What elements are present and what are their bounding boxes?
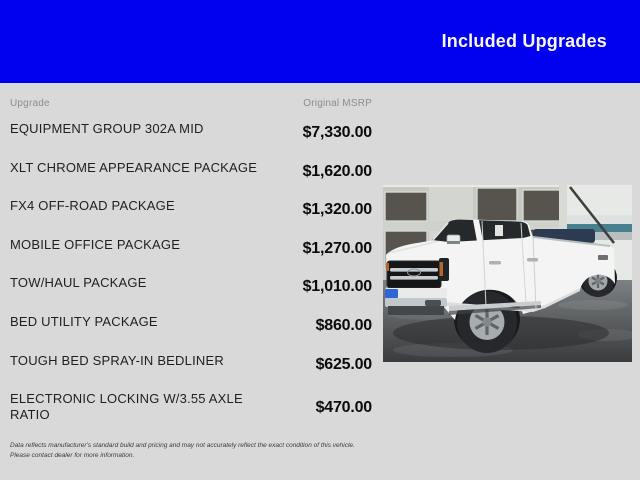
table-header-row: Upgrade Original MSRP (10, 98, 372, 109)
header-bar: Included Upgrades (0, 0, 640, 83)
table-row: MOBILE OFFICE PACKAGE $1,270.00 (10, 237, 372, 276)
upgrade-name: EQUIPMENT GROUP 302A MID (10, 121, 204, 136)
upgrade-price: $1,620.00 (302, 162, 373, 180)
upgrade-name: TOUGH BED SPRAY-IN BEDLINER (10, 352, 224, 368)
upgrade-name: MOBILE OFFICE PACKAGE (10, 236, 181, 252)
table-row: XLT CHROME APPEARANCE PACKAGE $1,620.00 (10, 160, 372, 199)
truck-photo-illustration (383, 185, 632, 362)
disclaimer-line-2: Please contact dealer for more informati… (10, 451, 135, 459)
table-row: TOW/HAUL PACKAGE $1,010.00 (10, 275, 372, 314)
upgrade-price: $1,320.00 (302, 201, 373, 219)
table-row: ELECTRONIC LOCKING W/3.55 AXLE RATIO $47… (10, 391, 372, 424)
disclaimer: Data reflects manufacturer's standard bu… (10, 441, 410, 460)
table-row: EQUIPMENT GROUP 302A MID $7,330.00 (10, 121, 372, 160)
upgrade-name: ELECTRONIC LOCKING W/3.55 AXLE RATIO (10, 391, 243, 423)
column-header-upgrade: Upgrade (10, 98, 50, 109)
upgrade-price: $860.00 (315, 316, 373, 334)
upgrades-table: EQUIPMENT GROUP 302A MID $7,330.00 XLT C… (10, 121, 372, 424)
table-row: TOUGH BED SPRAY-IN BEDLINER $625.00 (10, 353, 372, 392)
upgrade-name: FX4 OFF-ROAD PACKAGE (10, 198, 175, 214)
vehicle-photo (383, 185, 632, 362)
column-header-original-msrp: Original MSRP (303, 98, 372, 109)
upgrade-name: XLT CHROME APPEARANCE PACKAGE (10, 159, 258, 175)
page-title: Included Upgrades (441, 31, 607, 51)
upgrade-price: $1,010.00 (302, 278, 373, 296)
upgrade-price: $470.00 (315, 399, 373, 417)
upgrade-name: BED UTILITY PACKAGE (10, 313, 158, 329)
table-row: FX4 OFF-ROAD PACKAGE $1,320.00 (10, 198, 372, 237)
upgrade-name: TOW/HAUL PACKAGE (10, 275, 147, 291)
upgrade-price: $1,270.00 (302, 239, 373, 257)
upgrade-price: $625.00 (315, 355, 373, 373)
upgrade-price: $7,330.00 (302, 124, 373, 141)
disclaimer-line-1: Data reflects manufacturer's standard bu… (10, 442, 355, 449)
table-row: BED UTILITY PACKAGE $860.00 (10, 314, 372, 353)
